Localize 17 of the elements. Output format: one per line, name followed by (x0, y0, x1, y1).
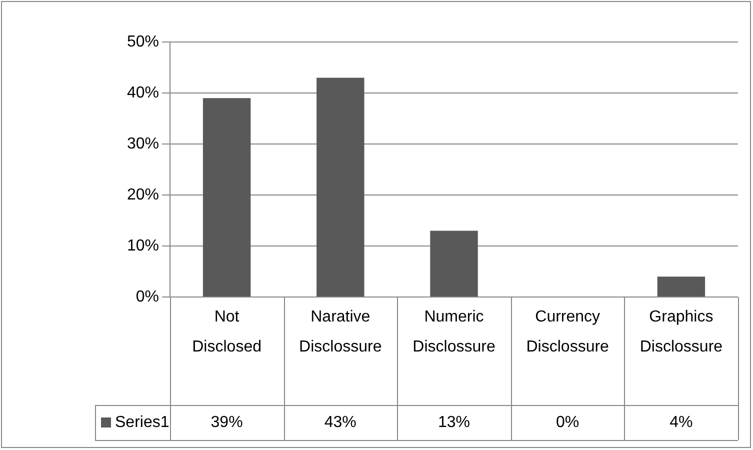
y-tick-label: 40% (126, 84, 159, 102)
x-tick-label: Graphics Disclossure (640, 308, 723, 356)
data-label: 0% (556, 414, 580, 431)
y-tick-label: 10% (126, 237, 159, 254)
data-label: 39% (210, 414, 243, 431)
x-tick-label: Not Disclosed (192, 308, 262, 356)
x-tick-label: Numeric Disclossure (412, 308, 496, 356)
data-label: 13% (438, 414, 470, 431)
data-label: 4% (670, 414, 693, 431)
y-tick-label: 0% (136, 288, 159, 306)
y-tick-label: 50% (126, 33, 159, 50)
data-label: 43% (324, 414, 356, 431)
x-tick-label: Narative Disclossure (299, 308, 382, 356)
legend-label: Series1 (115, 414, 170, 431)
x-tick-label: Currency Disclossure (526, 308, 610, 356)
y-tick-label: 20% (126, 186, 159, 204)
y-tick-label: 30% (126, 135, 159, 152)
